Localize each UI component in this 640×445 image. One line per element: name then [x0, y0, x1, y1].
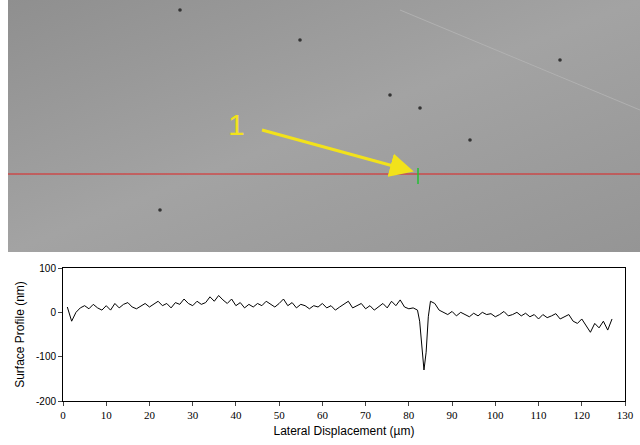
svg-text:90: 90	[447, 409, 459, 421]
svg-text:10: 10	[101, 409, 113, 421]
svg-text:50: 50	[274, 409, 286, 421]
svg-text:-100: -100	[36, 351, 56, 362]
svg-text:130: 130	[617, 409, 634, 421]
svg-text:30: 30	[187, 409, 199, 421]
svg-text:Lateral Displacement (µm): Lateral Displacement (µm)	[274, 424, 415, 438]
svg-text:80: 80	[403, 409, 415, 421]
svg-text:120: 120	[574, 409, 591, 421]
svg-text:100: 100	[487, 409, 504, 421]
svg-text:0: 0	[60, 409, 66, 421]
svg-text:60: 60	[317, 409, 329, 421]
svg-text:70: 70	[360, 409, 372, 421]
svg-text:0: 0	[50, 307, 56, 318]
svg-text:100: 100	[39, 263, 56, 274]
svg-text:110: 110	[530, 409, 547, 421]
svg-text:40: 40	[230, 409, 242, 421]
svg-text:Surface Profile (nm): Surface Profile (nm)	[13, 281, 27, 388]
svg-text:-200: -200	[36, 396, 56, 407]
svg-text:1: 1	[228, 108, 245, 141]
svg-text:20: 20	[144, 409, 156, 421]
